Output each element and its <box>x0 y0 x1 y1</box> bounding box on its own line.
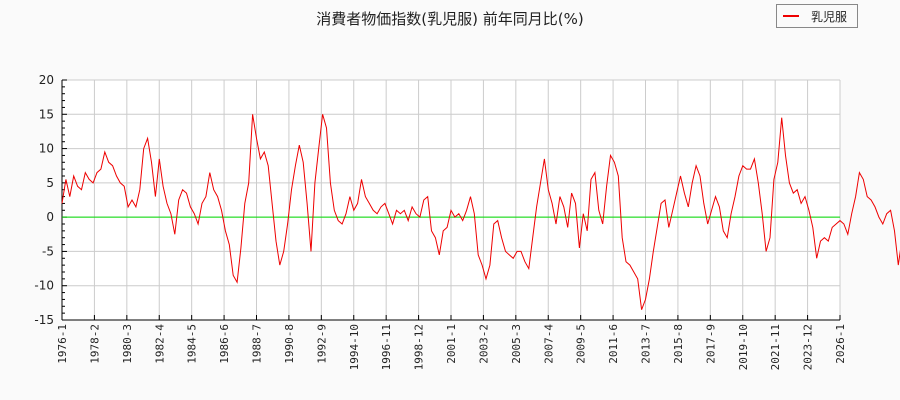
x-tick-label: 1996-11 <box>380 324 393 370</box>
y-tick-label: 5 <box>46 176 54 190</box>
series-line-乳児服 <box>61 114 900 310</box>
x-tick-label: 2003-2 <box>477 324 490 364</box>
x-tick-label: 1976-1 <box>56 324 69 364</box>
x-tick-label: 2017-9 <box>704 324 717 364</box>
x-tick-label: 1990-8 <box>283 324 296 364</box>
x-tick-label: 2009-5 <box>575 324 588 364</box>
x-tick-label: 2001-1 <box>445 324 458 364</box>
x-tick-label: 2015-8 <box>672 324 685 364</box>
x-tick-label: 2005-3 <box>510 324 523 364</box>
x-tick-label: 1984-5 <box>186 324 199 364</box>
x-tick-label: 2019-10 <box>737 324 750 370</box>
x-tick-label: 1988-7 <box>251 324 264 364</box>
x-tick-label: 1992-9 <box>315 324 328 364</box>
x-tick-label: 2021-11 <box>769 324 782 370</box>
legend-line-swatch <box>783 15 799 17</box>
x-tick-label: 2026-1 <box>834 324 847 364</box>
x-tick-label: 2011-6 <box>607 324 620 364</box>
y-tick-label: 0 <box>46 210 54 224</box>
y-tick-label: -10 <box>34 279 54 293</box>
y-tick-label: 10 <box>39 142 54 156</box>
y-tick-label: 15 <box>39 107 54 121</box>
x-tick-label: 1994-10 <box>348 324 361 370</box>
legend-label: 乳児服 <box>811 9 848 24</box>
legend: 乳児服 <box>776 4 858 28</box>
x-tick-label: 2023-12 <box>802 324 815 370</box>
x-tick-label: 2007-4 <box>542 324 555 364</box>
y-tick-label: -5 <box>42 244 54 258</box>
x-tick-label: 1986-6 <box>218 324 231 364</box>
chart-title: 消費者物価指数(乳児服) 前年同月比(%) <box>316 10 584 28</box>
x-tick-label: 1978-2 <box>88 324 101 364</box>
x-tick-label: 1980-3 <box>121 324 134 364</box>
x-tick-label: 1998-12 <box>413 324 426 370</box>
x-tick-label: 1982-4 <box>153 324 166 364</box>
y-tick-label: -15 <box>34 313 54 327</box>
x-tick-label: 2013-7 <box>640 324 653 364</box>
y-tick-label: 20 <box>39 73 54 87</box>
